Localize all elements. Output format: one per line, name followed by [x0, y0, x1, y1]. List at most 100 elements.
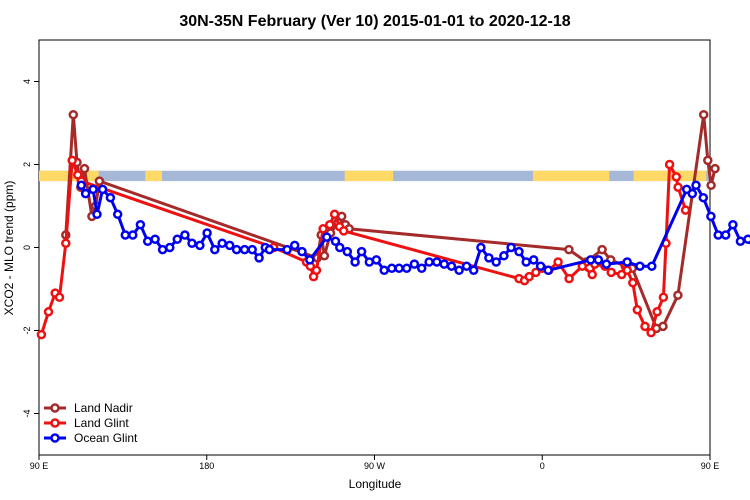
series-layer	[36, 109, 750, 340]
data-point	[356, 246, 367, 257]
y-axis: -4 -2 0 2 4	[22, 79, 39, 418]
data-point	[217, 238, 227, 249]
data-point	[180, 230, 190, 240]
data-point	[172, 234, 183, 244]
data-point	[54, 292, 65, 303]
data-point	[128, 230, 138, 240]
data-point	[499, 251, 509, 261]
data-point	[468, 265, 479, 276]
data-point	[187, 238, 197, 249]
data-point	[535, 261, 546, 271]
data-point	[491, 257, 501, 267]
x-tick-label: 90 E	[30, 461, 49, 471]
data-point	[735, 236, 746, 247]
land-segment	[145, 170, 163, 182]
data-point	[531, 267, 541, 278]
y-tick-label: 4	[22, 79, 32, 84]
data-point	[264, 244, 275, 255]
data-point	[593, 255, 604, 265]
data-point	[36, 329, 47, 340]
data-point	[439, 259, 449, 269]
data-point	[622, 257, 632, 267]
data-point	[454, 265, 464, 276]
data-point	[247, 244, 257, 255]
data-point	[706, 180, 716, 191]
data-point	[635, 261, 645, 271]
data-point	[461, 261, 472, 271]
x-tick-label: 180	[199, 461, 214, 471]
data-point	[597, 244, 607, 255]
series-line	[64, 113, 717, 330]
x-tick-label: 90 E	[701, 461, 720, 471]
data-point	[543, 265, 553, 276]
data-point	[606, 267, 616, 278]
data-point	[673, 182, 683, 193]
data-point	[698, 192, 709, 203]
data-point	[330, 236, 341, 247]
data-point	[409, 259, 420, 269]
data-point	[691, 180, 701, 191]
data-point	[446, 261, 457, 271]
data-point	[671, 172, 682, 182]
data-point	[432, 257, 442, 267]
data-point	[587, 269, 597, 280]
data-point	[335, 242, 345, 253]
x-axis: 90 E 180 90 W 0 90 E	[30, 455, 720, 471]
data-point	[282, 244, 292, 255]
x-tick-label: 0	[540, 461, 545, 471]
data-point	[680, 205, 691, 215]
data-point	[728, 219, 738, 230]
data-point	[150, 234, 160, 244]
data-point	[350, 257, 360, 267]
legend-label: Land Glint	[74, 416, 129, 430]
legend-swatch-marker	[50, 403, 60, 413]
y-tick-label: 0	[22, 245, 32, 250]
data-point	[528, 255, 539, 265]
data-point	[105, 192, 116, 203]
data-point	[231, 244, 242, 255]
data-point	[514, 246, 524, 257]
legend-swatch-marker	[50, 418, 60, 428]
data-point	[289, 240, 300, 251]
data-point	[698, 109, 709, 120]
data-point	[476, 242, 486, 253]
data-point	[622, 265, 632, 276]
land-segment	[344, 170, 394, 182]
data-point	[484, 253, 494, 263]
plot-frame	[38, 39, 711, 456]
data-point	[224, 240, 235, 251]
data-point	[640, 321, 650, 332]
data-point	[710, 163, 720, 174]
data-point	[142, 236, 153, 247]
data-point	[202, 228, 212, 238]
data-point	[322, 232, 332, 242]
data-point	[319, 251, 330, 261]
data-point	[658, 321, 668, 332]
data-point	[254, 253, 264, 263]
data-point	[112, 209, 123, 220]
data-point	[325, 219, 335, 230]
data-point	[564, 273, 574, 284]
data-point	[305, 255, 315, 265]
data-point	[720, 230, 731, 240]
legend-label: Ocean Glint	[74, 431, 138, 445]
data-point	[210, 244, 220, 255]
data-point	[506, 242, 516, 253]
data-point	[521, 257, 531, 267]
chart-title: 30N-35N February (Ver 10) 2015-01-01 to …	[179, 13, 570, 30]
data-point	[703, 155, 713, 166]
legend-swatch-marker	[50, 433, 60, 443]
data-point	[311, 265, 322, 276]
data-point	[297, 246, 307, 257]
data-point	[713, 230, 723, 240]
data-point	[564, 244, 574, 255]
data-point	[646, 327, 656, 338]
data-point	[371, 255, 382, 265]
data-point	[157, 244, 168, 255]
data-point	[88, 184, 98, 195]
data-point	[585, 255, 596, 265]
data-point	[61, 238, 71, 249]
data-point	[329, 209, 340, 220]
data-point	[401, 263, 412, 274]
